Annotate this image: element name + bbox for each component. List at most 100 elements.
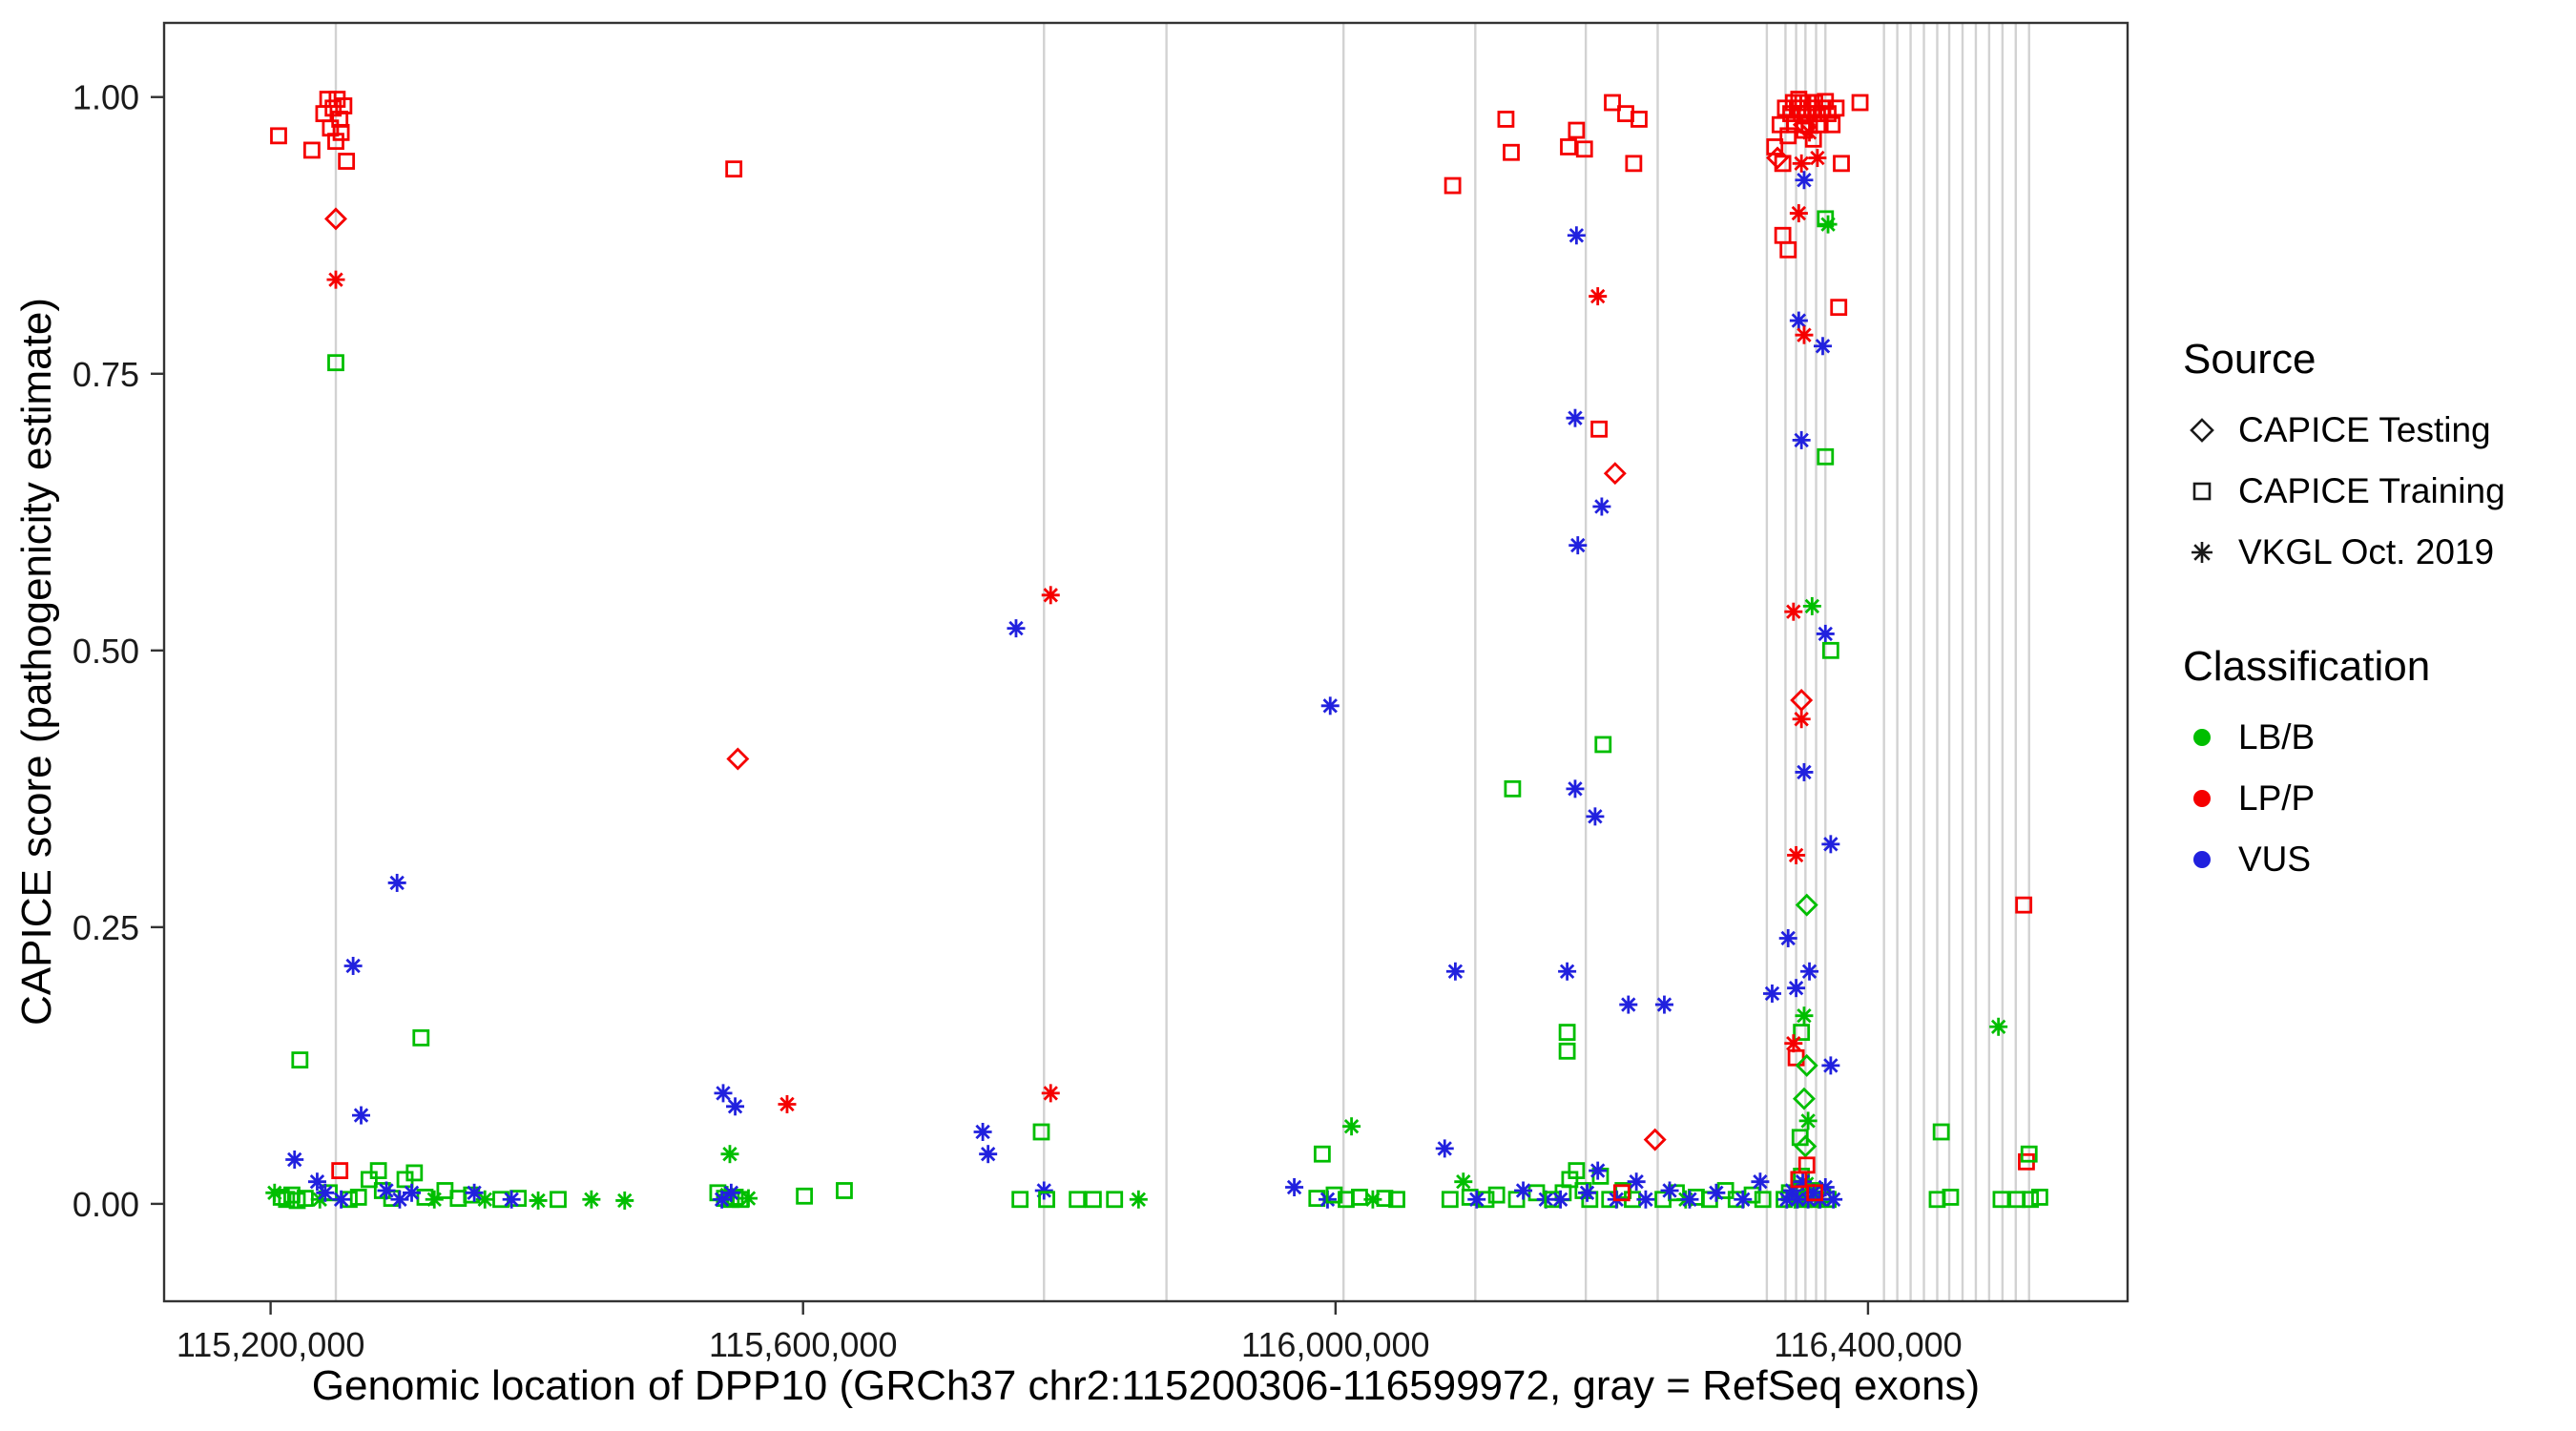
y-tick-label: 1.00	[73, 78, 139, 117]
data-point-square	[412, 1028, 430, 1047]
data-point-square	[1497, 111, 1515, 128]
lpp-color-dot	[2193, 790, 2211, 807]
legend-item-vus: VUS	[2183, 840, 2565, 880]
data-point-asterisk	[1034, 1181, 1053, 1200]
legend-item-label: CAPICE Testing	[2238, 410, 2491, 449]
data-point-square	[1631, 111, 1648, 128]
data-point-square	[1527, 1184, 1546, 1202]
data-point-asterisk	[307, 1172, 326, 1192]
legend-item-label: VUS	[2238, 840, 2312, 879]
data-point-asterisk	[1586, 807, 1605, 826]
data-point-square	[1487, 1186, 1506, 1204]
data-point-asterisk	[1660, 1181, 1679, 1200]
data-point-asterisk	[1795, 171, 1814, 190]
diamond-icon	[2190, 418, 2214, 443]
data-point-asterisk	[1795, 1006, 1814, 1026]
data-point-square	[1625, 155, 1643, 173]
data-point-asterisk	[1734, 1190, 1753, 1209]
data-point-asterisk	[1821, 835, 1840, 854]
data-point-asterisk	[726, 1097, 745, 1116]
legend-item-lpp: LP/P	[2183, 778, 2565, 819]
data-point-square	[1766, 138, 1784, 156]
data-point-square	[1325, 1186, 1343, 1204]
data-point-square	[1774, 155, 1792, 173]
data-point-asterisk	[1789, 204, 1808, 223]
data-point-asterisk	[1041, 1084, 1060, 1103]
data-point-square	[1032, 1123, 1050, 1141]
data-point-diamond	[1795, 1053, 1818, 1077]
data-point-diamond	[1766, 146, 1790, 170]
data-point-square	[2022, 1191, 2040, 1209]
data-point-asterisk	[529, 1191, 548, 1210]
legend-item-label: VKGL Oct. 2019	[2238, 532, 2495, 571]
plot-panel	[164, 23, 2128, 1301]
data-point-square	[2020, 1145, 2038, 1163]
data-point-asterisk	[1566, 779, 1585, 798]
data-point-asterisk	[1787, 845, 1806, 864]
legend-item-label: CAPICE Training	[2238, 471, 2505, 510]
legend-source-title: Source	[2183, 336, 2316, 383]
data-point-asterisk	[1762, 984, 1781, 1003]
data-point-asterisk	[1808, 149, 1827, 168]
data-point-square	[836, 1182, 853, 1199]
data-point-asterisk	[316, 1183, 335, 1202]
legend-item-label: LB/B	[2238, 717, 2316, 757]
data-point-diamond	[726, 747, 750, 771]
data-point-asterisk	[343, 956, 363, 975]
data-point-square	[360, 1171, 378, 1189]
data-point-diamond	[1795, 893, 1818, 917]
data-point-asterisk	[1751, 1172, 1770, 1192]
data-point-square	[1444, 176, 1462, 195]
data-point-square	[1594, 736, 1612, 754]
data-point-square	[1833, 155, 1850, 173]
data-point-asterisk	[1778, 928, 1797, 947]
data-point-asterisk	[973, 1122, 992, 1141]
data-point-square	[1376, 1190, 1394, 1208]
data-point-asterisk	[713, 1190, 732, 1209]
data-point-asterisk	[1568, 536, 1588, 555]
data-point-square	[2031, 1189, 2048, 1206]
data-point-square	[349, 1189, 367, 1206]
data-point-square	[1069, 1191, 1087, 1209]
data-point-square	[272, 1189, 290, 1206]
data-point-square	[1604, 93, 1621, 112]
data-point-asterisk	[1795, 762, 1814, 781]
data-point-square	[1821, 641, 1839, 659]
data-point-asterisk	[502, 1190, 521, 1209]
data-point-asterisk	[1619, 995, 1638, 1014]
data-point-asterisk	[1007, 619, 1026, 638]
data-point-square	[1590, 420, 1608, 438]
data-point-square	[278, 1191, 296, 1209]
data-point-diamond	[1790, 689, 1814, 713]
plot-panel-border	[162, 21, 2129, 1303]
data-point-asterisk	[1821, 1056, 1840, 1075]
data-point-square	[1612, 1184, 1631, 1202]
data-point-asterisk	[1787, 979, 1806, 998]
data-point-diamond	[1603, 462, 1627, 486]
x-tick-label: 115,600,000	[709, 1325, 898, 1364]
data-point-asterisk	[326, 270, 345, 289]
data-point-asterisk	[721, 1183, 740, 1202]
data-point-asterisk	[425, 1190, 444, 1209]
data-point-asterisk	[1824, 1190, 1843, 1209]
data-point-asterisk	[1551, 1190, 1570, 1209]
data-point-square	[1806, 1184, 1824, 1202]
legend-classification-title: Classification	[2183, 643, 2431, 690]
data-point-asterisk	[1342, 1117, 1361, 1136]
data-point-square	[1575, 140, 1593, 158]
data-point-asterisk	[1129, 1190, 1148, 1209]
data-point-asterisk	[1792, 430, 1811, 449]
data-point-square	[327, 133, 344, 151]
data-point-square	[1313, 1145, 1331, 1163]
data-point-asterisk	[1798, 1111, 1818, 1130]
legend-classification-block: Classification LB/B LP/P VUS	[2183, 643, 2565, 880]
data-point-square	[1038, 1191, 1055, 1209]
x-axis-label: Genomic location of DPP10 (GRCh37 chr2:1…	[311, 1362, 1981, 1409]
data-point-asterisk	[1627, 1172, 1646, 1192]
data-point-square	[796, 1187, 814, 1205]
data-point-square	[291, 1051, 309, 1068]
data-point-square	[1011, 1191, 1029, 1209]
asterisk-icon	[2192, 542, 2212, 563]
data-point-square	[327, 354, 344, 372]
data-point-asterisk	[714, 1084, 733, 1103]
